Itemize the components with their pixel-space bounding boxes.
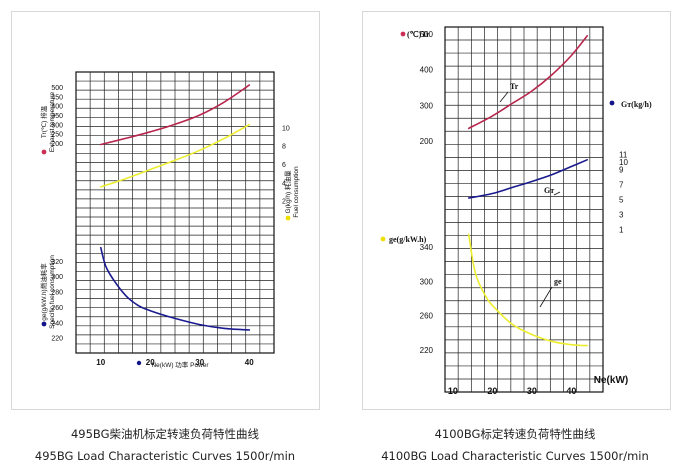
y-tick-ge-240: 240 xyxy=(51,320,63,327)
y-tick-gt-9: 9 xyxy=(619,166,624,175)
axis-ge-label: ge(g/kW.h) xyxy=(389,235,427,244)
axis-ge-label-line: Specific fuel consumption xyxy=(49,255,56,329)
chart-4100bg-panel: 10 20 30 40 Ne(kW) 200 300 400 500 (℃)Tr 1 3 5 7 9 10 11… xyxy=(362,11,671,410)
axis-g-label-group: G(kg/h) 耗油量 Fuel consumption xyxy=(283,166,300,218)
axis-tr-dot-icon xyxy=(41,149,47,155)
series-tr-line xyxy=(467,35,588,130)
caption-495bg-chinese: 495BG柴油机标定转速负荷特性曲线 xyxy=(70,427,260,441)
series-g-line xyxy=(100,123,251,188)
y-tick-g-2: 2 xyxy=(282,199,286,206)
caption-4100bg-english: 4100BG Load Characteristic Curves 1500r/… xyxy=(381,449,649,463)
x-axis-label: Ne(kW) 功率 Power xyxy=(151,360,209,369)
x-tick-label-10: 10 xyxy=(96,358,105,367)
y-tick-ge-220: 220 xyxy=(420,346,434,355)
y-tick-gt-7: 7 xyxy=(619,181,624,190)
y-tick-tr-300: 300 xyxy=(420,101,434,110)
series-name-label-gt: Gт xyxy=(544,186,554,195)
x-tick-label-30: 30 xyxy=(527,386,537,396)
x-tick-label-10: 10 xyxy=(448,386,458,396)
chart-495bg-grid xyxy=(75,71,275,354)
axis-g-dot-icon xyxy=(285,215,291,221)
y-tick-tr-200: 200 xyxy=(51,141,63,148)
axis-g-label-line: Fuel consumption xyxy=(293,166,300,218)
y-tick-tr-400: 400 xyxy=(51,104,63,111)
series-label-leader xyxy=(553,191,561,196)
series-label-leader xyxy=(499,91,509,103)
series-gt-line xyxy=(467,159,588,199)
y-tick-tr-450: 450 xyxy=(51,94,63,101)
caption-495bg-english: 495BG Load Characteristic Curves 1500r/m… xyxy=(34,449,296,463)
y-tick-ge-300: 300 xyxy=(51,274,63,281)
y-tick-gt-1: 1 xyxy=(619,226,624,235)
axis-tr-label-group: Tr(℃) 排温 Exhaust temperature xyxy=(39,91,56,152)
x-tick-label-30: 30 xyxy=(195,358,204,367)
axis-tr-label-line: Tr(℃) 排温 xyxy=(39,105,48,138)
y-tick-gt-11: 11 xyxy=(619,151,628,160)
series-ge-line xyxy=(100,246,251,331)
series-label-leader xyxy=(539,286,553,308)
series-ge-line xyxy=(467,233,588,347)
y-tick-tr-250: 250 xyxy=(51,132,63,139)
axis-tr-label-line: Exhaust temperature xyxy=(49,91,56,152)
axis-ge-dot-icon xyxy=(380,236,386,242)
y-tick-gt-3: 3 xyxy=(619,211,624,220)
axis-ge-label-line: ge(g/kW.h)燃油耗率 xyxy=(39,263,48,321)
y-tick-gt-10: 10 xyxy=(619,158,628,167)
y-tick-ge-280: 280 xyxy=(51,290,63,297)
y-tick-ge-300: 300 xyxy=(420,277,434,286)
y-tick-tr-500: 500 xyxy=(420,30,434,39)
x-tick-label-40: 40 xyxy=(566,386,576,396)
chart-495bg-panel: 10 20 30 40 Ne(kW) 功率 Power 200 250 300 350 400 45… xyxy=(11,11,320,410)
axis-tr-label: (℃)Tr xyxy=(407,30,430,39)
series-name-label-ge: ge xyxy=(554,277,562,286)
axis-ge-label-group: ge(g/kW.h)燃油耗率 Specific fuel consumption xyxy=(39,255,56,329)
axis-gt-label: Gт(kg/h) xyxy=(621,100,652,109)
y-tick-ge-260: 260 xyxy=(420,312,434,321)
y-tick-gt-5: 5 xyxy=(619,196,624,205)
y-tick-ge-320: 320 xyxy=(51,259,63,266)
axis-gt-dot-icon xyxy=(609,100,615,106)
y-tick-tr-500: 500 xyxy=(51,85,63,92)
y-tick-tr-200: 200 xyxy=(420,137,434,146)
x-tick-label-40: 40 xyxy=(245,358,254,367)
x-tick-label-20: 20 xyxy=(146,358,155,367)
chart-4100bg-grid xyxy=(444,26,604,393)
axis-ge-dot-icon xyxy=(41,321,47,327)
x-axis-label: Ne(kW) xyxy=(594,375,628,386)
y-tick-ge-340: 340 xyxy=(420,243,434,252)
y-tick-tr-300: 300 xyxy=(51,122,63,129)
axis-tr-dot-icon xyxy=(400,31,406,37)
y-tick-tr-400: 400 xyxy=(420,66,434,75)
y-tick-tr-350: 350 xyxy=(51,113,63,120)
series-tr-line xyxy=(100,84,251,146)
y-tick-ge-260: 260 xyxy=(51,305,63,312)
axis-g-label-line: G(kg/h) 耗油量 xyxy=(283,170,292,213)
series-name-label-tr: Tr xyxy=(510,82,519,91)
y-tick-g-8: 8 xyxy=(282,144,286,151)
y-tick-ge-220: 220 xyxy=(51,336,63,343)
x-axis-dot-icon xyxy=(136,360,142,366)
caption-4100bg-chinese: 4100BG标定转速负荷特性曲线 xyxy=(434,427,596,441)
y-tick-g-10: 10 xyxy=(282,125,290,132)
x-tick-label-20: 20 xyxy=(487,386,497,396)
y-tick-g-6: 6 xyxy=(282,162,286,169)
y-tick-g-4: 4 xyxy=(282,180,286,187)
chart-4100bg-svg: 10 20 30 40Ne(kW)200300400500(℃)Tr135791011… xyxy=(380,26,652,396)
